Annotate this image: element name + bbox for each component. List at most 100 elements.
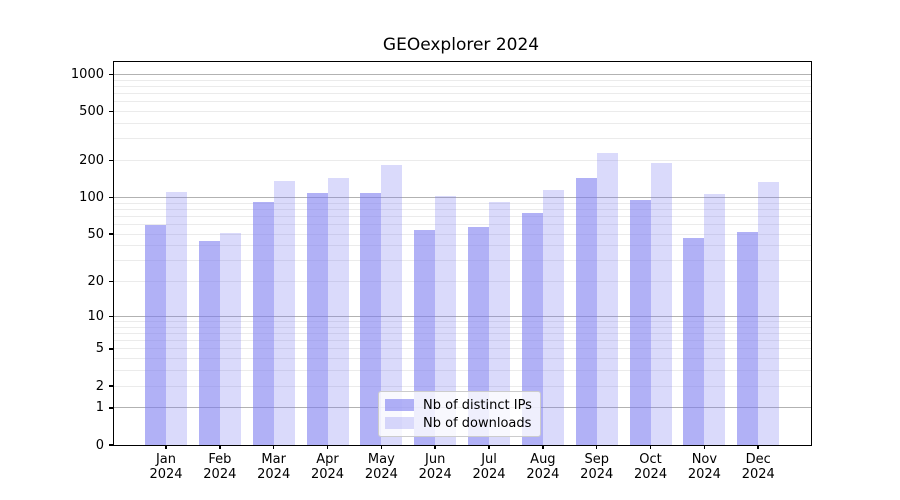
gridline-minor <box>114 101 811 103</box>
bar-downloads <box>650 163 672 445</box>
x-tick-label: Oct 2024 <box>634 452 668 482</box>
x-tick-mark <box>219 445 221 449</box>
bar-downloads <box>596 152 618 445</box>
y-tick-label: 2 <box>95 378 104 394</box>
x-tick-label: Aug 2024 <box>526 452 560 482</box>
gridline-minor <box>114 326 811 328</box>
gridline-minor <box>114 160 811 162</box>
bar-distinct-ips <box>198 240 220 445</box>
legend-entry: Nb of downloads <box>385 414 534 432</box>
gridline-minor <box>114 215 811 217</box>
gridline-major <box>114 196 811 198</box>
x-tick-label: Nov 2024 <box>687 452 721 482</box>
chart-title: GEOexplorer 2024 <box>382 35 540 55</box>
x-tick-label: Jan 2024 <box>149 452 183 482</box>
bar-downloads <box>327 178 349 445</box>
gridline-minor <box>114 85 811 87</box>
y-tick-mark <box>109 385 113 387</box>
gridline-minor <box>114 281 811 283</box>
x-tick-mark <box>595 445 598 449</box>
y-tick-label: 10 <box>87 308 104 324</box>
bar-distinct-ips <box>252 202 274 445</box>
x-tick-mark <box>380 445 383 449</box>
x-tick-mark <box>165 445 167 449</box>
bar-distinct-ips <box>737 232 759 445</box>
bar-downloads <box>219 233 241 445</box>
bar-downloads <box>435 195 457 445</box>
gridline-minor <box>114 340 811 342</box>
gridline-minor <box>114 385 811 387</box>
gridline-minor <box>114 358 811 360</box>
bar-downloads <box>704 193 726 445</box>
x-tick-label: Jul 2024 <box>472 452 506 482</box>
gridline-minor <box>114 332 811 334</box>
legend-entry: Nb of distinct IPs <box>385 396 534 414</box>
bar-distinct-ips <box>521 212 543 445</box>
bar-distinct-ips <box>629 200 651 445</box>
y-tick-mark <box>109 444 113 446</box>
gridline-minor <box>114 224 811 225</box>
gridline-minor <box>114 245 811 247</box>
x-tick-label: Jun 2024 <box>418 452 452 482</box>
gridline-minor <box>114 321 811 322</box>
x-tick-mark <box>542 445 544 449</box>
x-tick-label: Feb 2024 <box>203 452 237 482</box>
legend: Nb of distinct IPs Nb of downloads <box>378 391 541 437</box>
x-tick-mark <box>488 445 490 449</box>
x-tick-label: Apr 2024 <box>310 452 345 482</box>
gridline-minor <box>114 370 811 372</box>
y-tick-label: 1 <box>95 400 104 416</box>
y-tick-mark <box>109 196 113 199</box>
plot-area: 0 1 2 5 10 20 50 100 200 500 1000 Jan 2024 Feb 2024 M… <box>71 61 812 482</box>
x-tick-mark <box>326 445 329 449</box>
x-tick-mark <box>703 445 706 449</box>
gridline-major <box>114 73 811 75</box>
y-tick-mark <box>109 315 113 318</box>
y-tick-mark <box>109 280 113 283</box>
legend-label: Nb of distinct IPs <box>423 397 532 413</box>
y-tick-label: 200 <box>79 153 104 169</box>
x-tick-label: May 2024 <box>364 452 398 482</box>
gridline-major <box>114 315 811 317</box>
bar-distinct-ips <box>145 224 166 445</box>
bar-downloads <box>381 164 403 445</box>
gridline-minor <box>114 111 811 113</box>
legend-swatch-icon <box>385 417 414 429</box>
y-tick-label: 500 <box>79 104 104 120</box>
bar-distinct-ips <box>468 227 490 445</box>
y-tick-mark <box>109 73 113 76</box>
gridline-minor <box>114 260 811 262</box>
y-tick-label: 50 <box>87 226 104 242</box>
legend-label: Nb of downloads <box>423 415 532 431</box>
bar-downloads <box>273 181 295 445</box>
gridline-minor <box>114 93 811 95</box>
y-tick-mark <box>109 407 113 409</box>
y-tick-mark <box>109 159 113 162</box>
y-tick-label: 0 <box>95 437 104 453</box>
bar-downloads <box>489 202 511 445</box>
gridline-minor <box>114 202 811 204</box>
legend-swatch-icon <box>385 399 414 411</box>
x-tick-mark <box>272 445 275 449</box>
bar-distinct-ips <box>575 178 597 445</box>
bar-distinct-ips <box>360 193 382 445</box>
x-tick-mark <box>649 445 652 449</box>
x-tick-label: Mar 2024 <box>257 452 291 482</box>
y-tick-mark <box>109 110 113 113</box>
bar-downloads <box>166 192 187 445</box>
y-tick-mark <box>109 348 113 350</box>
bar-distinct-ips <box>683 238 705 445</box>
y-tick-label: 20 <box>87 274 104 290</box>
x-tick-label: Sep 2024 <box>580 452 614 482</box>
gridline-minor <box>114 138 811 140</box>
gridline-minor <box>114 123 811 124</box>
gridline-minor <box>114 79 811 81</box>
y-tick-label: 1000 <box>70 66 104 82</box>
x-tick-mark <box>757 445 759 449</box>
x-tick-mark <box>434 445 436 449</box>
y-tick-mark <box>109 233 113 235</box>
gridline-minor <box>114 348 811 350</box>
gridline-minor <box>114 208 811 210</box>
gridline-minor <box>114 233 811 235</box>
